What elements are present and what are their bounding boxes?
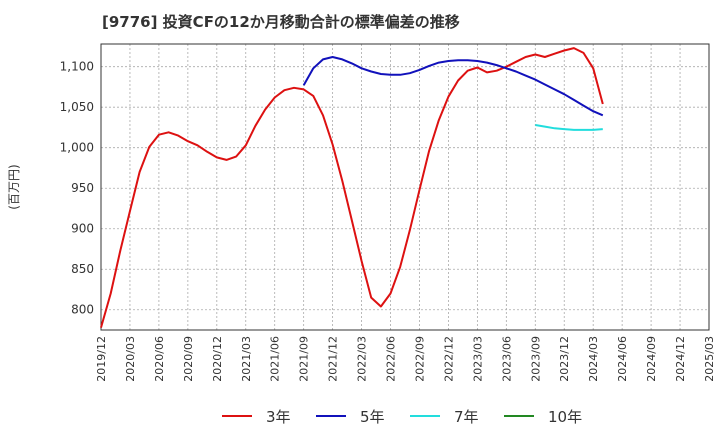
- series-line-5年: [302, 56, 604, 117]
- y-tick-label: 1,050: [60, 100, 94, 114]
- y-tick-label: 1,000: [60, 141, 94, 155]
- x-tick-label: 2021/03: [240, 336, 253, 382]
- x-tick-label: 2023/12: [558, 336, 571, 382]
- y-tick-label: 950: [71, 181, 94, 195]
- x-tick-label: 2022/06: [385, 336, 398, 382]
- legend-swatch: [222, 415, 252, 417]
- x-tick-label: 2024/09: [645, 336, 658, 382]
- legend-item: 3年: [222, 404, 291, 428]
- y-tick-label: 850: [71, 262, 94, 276]
- x-tick-label: 2023/03: [471, 336, 484, 382]
- legend-swatch: [410, 415, 440, 417]
- x-tick-label: 2025/03: [703, 336, 716, 382]
- series-line-7年: [535, 124, 603, 131]
- plot-area: [101, 44, 709, 330]
- x-tick-label: 2021/06: [269, 336, 282, 382]
- x-tick-label: 2021/09: [298, 336, 311, 382]
- x-tick-label: 2020/03: [124, 336, 137, 382]
- plot-frame: [100, 43, 710, 331]
- x-tick-label: 2022/03: [356, 336, 369, 382]
- legend-item: 7年: [410, 404, 479, 428]
- legend: 3年 5年 7年 10年: [0, 404, 720, 428]
- x-tick-label: 2020/09: [182, 336, 195, 382]
- x-tick-label: 2023/06: [500, 336, 513, 382]
- legend-item: 10年: [504, 404, 582, 428]
- legend-label: 3年: [266, 407, 291, 426]
- series-line-3年: [100, 47, 604, 328]
- y-tick-label: 1,100: [60, 60, 94, 74]
- y-axis-label: (百万円): [7, 164, 21, 209]
- x-tick-label: 2022/09: [413, 336, 426, 382]
- chart-title: [9776] 投資CFの12か月移動合計の標準偏差の推移: [102, 13, 460, 31]
- x-tick-label: 2024/06: [616, 336, 629, 382]
- x-tick-label: 2023/09: [529, 336, 542, 382]
- x-tick-label: 2024/12: [674, 336, 687, 382]
- legend-item: 5年: [316, 404, 385, 428]
- y-tick-label: 800: [71, 303, 94, 317]
- legend-label: 10年: [548, 407, 583, 426]
- x-tick-label: 2021/12: [327, 336, 340, 382]
- y-tick-label: 900: [71, 222, 94, 236]
- x-tick-label: 2020/06: [153, 336, 166, 382]
- legend-label: 7年: [454, 407, 479, 426]
- legend-swatch: [316, 415, 346, 417]
- x-tick-label: 2020/12: [211, 336, 224, 382]
- x-tick-label: 2024/03: [587, 336, 600, 382]
- legend-label: 5年: [360, 407, 385, 426]
- legend-swatch: [504, 415, 534, 417]
- x-tick-label: 2022/12: [442, 336, 455, 382]
- x-tick-label: 2019/12: [95, 336, 108, 382]
